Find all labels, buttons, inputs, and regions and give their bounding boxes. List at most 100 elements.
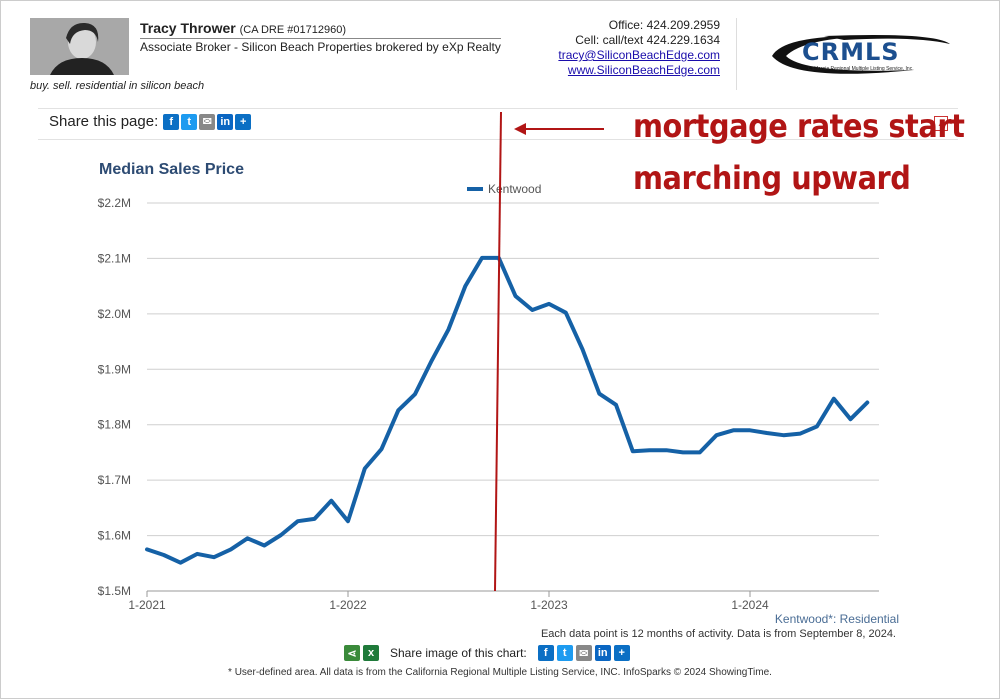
data-point	[514, 294, 517, 298]
annotation-arrow-head	[514, 123, 526, 135]
legend-swatch	[467, 187, 483, 191]
facebook-share-image-button[interactable]: f	[537, 645, 554, 661]
data-point	[246, 536, 249, 540]
x-tick-label: 1-2024	[731, 598, 769, 612]
more-share-button[interactable]: +	[235, 113, 252, 130]
chart-legend[interactable]: Kentwood	[467, 182, 541, 196]
x-tick-label: 1-2022	[329, 598, 367, 612]
y-tick-label: $1.9M	[98, 362, 131, 376]
data-point	[212, 555, 216, 559]
excel-export-icon[interactable]: x	[363, 645, 379, 661]
data-point	[396, 408, 400, 412]
rate-marker-line	[494, 111, 502, 592]
crmls-logo-subtext: California Regional Multiple Listing Ser…	[808, 66, 914, 72]
linkedin-share-button[interactable]: in	[217, 113, 234, 130]
contact-block: Office: 424.209.2959 Cell: call/text 424…	[558, 18, 720, 78]
footer-disclaimer: * User-defined area. All data is from th…	[228, 667, 772, 678]
x-tick-label: 1-2021	[128, 598, 166, 612]
data-point	[664, 448, 668, 452]
agent-dre: (CA DRE #01712960)	[239, 24, 346, 36]
y-tick-label: $2.1M	[98, 251, 131, 265]
share-image-label: Share image of this chart:	[390, 646, 527, 660]
agent-title: Associate Broker - Silicon Beach Propert…	[140, 38, 501, 54]
data-point	[296, 519, 300, 523]
x-tick-label: 1-2023	[530, 598, 568, 612]
share-image-row: ⋖ x Share image of this chart: f t ✉ in …	[344, 645, 630, 661]
data-point	[748, 428, 752, 432]
data-point	[581, 347, 584, 351]
header-divider	[736, 18, 737, 90]
data-point	[547, 302, 551, 306]
data-point	[313, 517, 316, 521]
data-point	[564, 311, 568, 315]
data-point	[681, 450, 685, 454]
data-point	[849, 417, 852, 421]
data-point	[782, 433, 785, 437]
data-point	[145, 547, 149, 551]
email-share-image-button[interactable]: ✉	[575, 645, 592, 661]
data-point	[430, 358, 434, 362]
agent-photo	[30, 18, 129, 75]
area-label: Kentwood*: Residential	[774, 612, 899, 626]
website-link[interactable]: www.SiliconBeachEdge.com	[567, 63, 720, 77]
more-share-image-button[interactable]: +	[613, 645, 630, 661]
pdf-icon[interactable]: ▲	[934, 116, 948, 131]
y-tick-label: $1.6M	[98, 529, 131, 543]
divider-top	[38, 108, 958, 109]
data-point	[447, 327, 450, 331]
data-point	[631, 449, 635, 453]
data-point	[715, 433, 718, 437]
divider-share	[38, 139, 958, 140]
data-point	[363, 467, 367, 471]
share-page-row: Share this page: f t ✉ in +	[49, 113, 252, 130]
data-point	[463, 284, 467, 288]
data-point	[262, 544, 266, 548]
data-point	[798, 432, 802, 436]
share-network-icon[interactable]: ⋖	[344, 645, 360, 661]
y-tick-label: $2.2M	[98, 196, 131, 210]
data-point	[162, 553, 166, 557]
linkedin-share-image-button[interactable]: in	[594, 645, 611, 661]
tagline: buy. sell. residential in silicon beach	[30, 80, 205, 92]
y-tick-label: $1.8M	[98, 418, 131, 432]
data-point	[765, 431, 769, 435]
annotation-text: mortgage rates start marching upward	[633, 100, 965, 204]
data-point	[480, 256, 484, 260]
data-point	[832, 397, 836, 401]
data-point	[865, 401, 869, 405]
email-share-button[interactable]: ✉	[199, 113, 216, 130]
crmls-logo-text: CRMLS	[802, 38, 900, 66]
data-point	[530, 308, 534, 312]
data-point	[815, 424, 819, 428]
cell-phone: Cell: call/text 424.229.1634	[575, 33, 720, 47]
data-point	[648, 448, 651, 452]
data-point	[597, 392, 601, 396]
data-note: Each data point is 12 months of activity…	[540, 628, 896, 640]
data-point	[279, 533, 283, 537]
data-point	[179, 561, 182, 565]
agent-name: Tracy Thrower (CA DRE #01712960)	[140, 20, 346, 36]
annotation-line-2: marching upward	[633, 159, 911, 197]
office-phone: Office: 424.209.2959	[608, 18, 720, 32]
y-tick-label: $1.7M	[98, 473, 131, 487]
chart-title: Median Sales Price	[99, 161, 244, 178]
data-point	[346, 519, 350, 523]
y-tick-label: $1.5M	[98, 584, 131, 598]
email-link[interactable]: tracy@SiliconBeachEdge.com	[558, 48, 720, 62]
data-point	[614, 403, 618, 407]
share-page-label: Share this page:	[49, 113, 159, 130]
annotation-line-1: mortgage rates start	[633, 107, 965, 145]
crmls-logo: CRMLS California Regional Multiple Listi…	[764, 30, 954, 85]
y-tick-label: $2.0M	[98, 307, 131, 321]
series-line-kentwood	[145, 255, 870, 565]
data-point	[229, 547, 233, 551]
twitter-share-image-button[interactable]: t	[556, 645, 573, 661]
data-point	[195, 552, 199, 556]
facebook-share-button[interactable]: f	[163, 113, 180, 130]
data-point	[698, 450, 702, 454]
data-point	[329, 499, 333, 503]
twitter-share-button[interactable]: t	[181, 113, 198, 130]
legend-label: Kentwood	[488, 182, 542, 196]
data-point	[380, 447, 383, 451]
